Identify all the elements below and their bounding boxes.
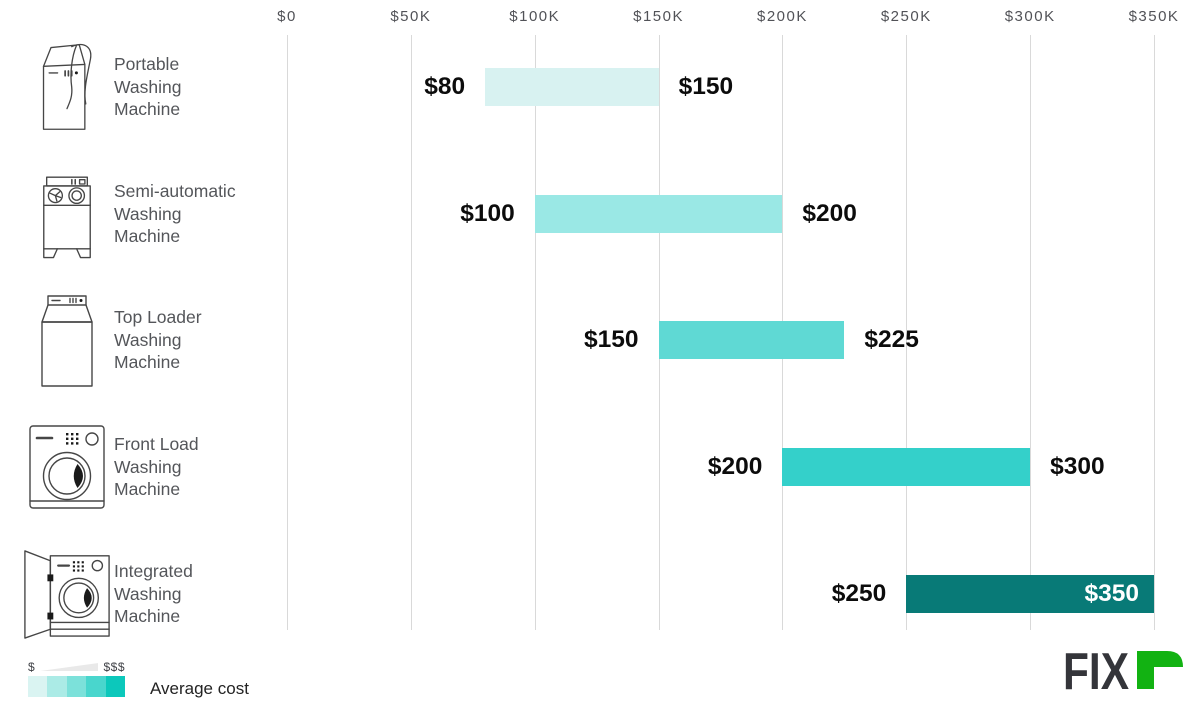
min-value-label: $150 [584, 326, 639, 353]
legend-high-label: $$$ [103, 660, 125, 674]
legend-gradient-segment [86, 676, 106, 697]
category-label: Integrated Washing Machine [114, 561, 193, 627]
category-label: Top Loader Washing Machine [114, 307, 202, 373]
x-axis-tick: $150K [633, 8, 684, 25]
semi-automatic-washing-machine-icon [20, 167, 114, 261]
bar-row-portable: $80 $150 [287, 68, 1154, 106]
gridline [906, 35, 908, 630]
legend-gradient-bar [28, 676, 126, 697]
gridline [1030, 35, 1032, 630]
gridline [287, 35, 288, 630]
max-value-label: $200 [802, 200, 857, 227]
max-value-label: $350 [1084, 580, 1139, 607]
range-bar [534, 195, 783, 233]
category-semi-automatic: Semi-automatic Washing Machine [20, 159, 280, 269]
max-value-label: $150 [678, 73, 734, 100]
category-portable: Portable Washing Machine [20, 32, 280, 142]
bar-row-integrated: $250 $350 [287, 575, 1154, 613]
gridline [1154, 35, 1155, 630]
category-label: Semi-automatic Washing Machine [114, 181, 236, 247]
integrated-washing-machine-icon [20, 548, 114, 640]
legend-low-label: $ [28, 660, 36, 674]
legend-gradient-segment [66, 676, 87, 697]
bar-row-semi-automatic: $100 $200 [287, 195, 1154, 233]
bar-row-top-loader: $150 $225 [287, 321, 1154, 359]
front-load-washing-machine-icon [20, 424, 114, 510]
plot-area: $80 $150 $100 $200 $150 $225 $200 $300 $… [287, 35, 1155, 630]
x-axis-tick: $250K [880, 8, 932, 25]
category-label: Front Load Washing Machine [114, 434, 199, 500]
bar-row-front-load: $200 $300 [287, 448, 1154, 486]
gridline [410, 35, 412, 630]
max-value-label: $225 [864, 326, 919, 353]
min-value-label: $80 [424, 73, 466, 100]
category-label: Portable Washing Machine [114, 54, 182, 120]
min-value-label: $250 [831, 580, 887, 607]
legend-wedge-shape [40, 663, 99, 671]
average-cost-legend: $ $$$ [28, 660, 126, 697]
min-value-label: $100 [460, 200, 515, 227]
fixr-accent-glyph [1137, 651, 1183, 689]
range-bar [906, 575, 1154, 613]
x-axis-tick: $100K [509, 8, 561, 25]
portable-washing-machine-icon [20, 39, 114, 135]
range-bar [485, 68, 659, 106]
category-front-load: Front Load Washing Machine [20, 412, 280, 522]
legend-gradient-segment [105, 676, 126, 697]
x-axis-tick: $300K [1004, 8, 1056, 25]
fixr-logo: FIX [1063, 651, 1183, 693]
x-axis-tick: $50K [390, 8, 432, 25]
category-integrated: Integrated Washing Machine [20, 539, 280, 649]
svg-text:FIX: FIX [1063, 651, 1129, 693]
range-bar [782, 448, 1031, 486]
x-axis-tick: $350K [1128, 8, 1180, 25]
legend-gradient-segment [28, 676, 48, 697]
legend-gradient-segment [47, 676, 67, 697]
top-loader-washing-machine-icon [20, 292, 114, 388]
x-axis-tick: $0 [277, 8, 297, 25]
max-value-label: $300 [1050, 453, 1105, 480]
fixr-logo-text: FIX [1063, 651, 1129, 693]
legend-caption: Average cost [150, 679, 249, 698]
range-bar [658, 321, 845, 359]
min-value-label: $200 [707, 453, 763, 480]
x-axis: $0 $50K $100K $150K $200K $250K $300K $3… [277, 8, 1178, 30]
category-top-loader: Top Loader Washing Machine [20, 285, 280, 395]
x-axis-tick: $200K [756, 8, 808, 25]
gridline [534, 35, 536, 630]
